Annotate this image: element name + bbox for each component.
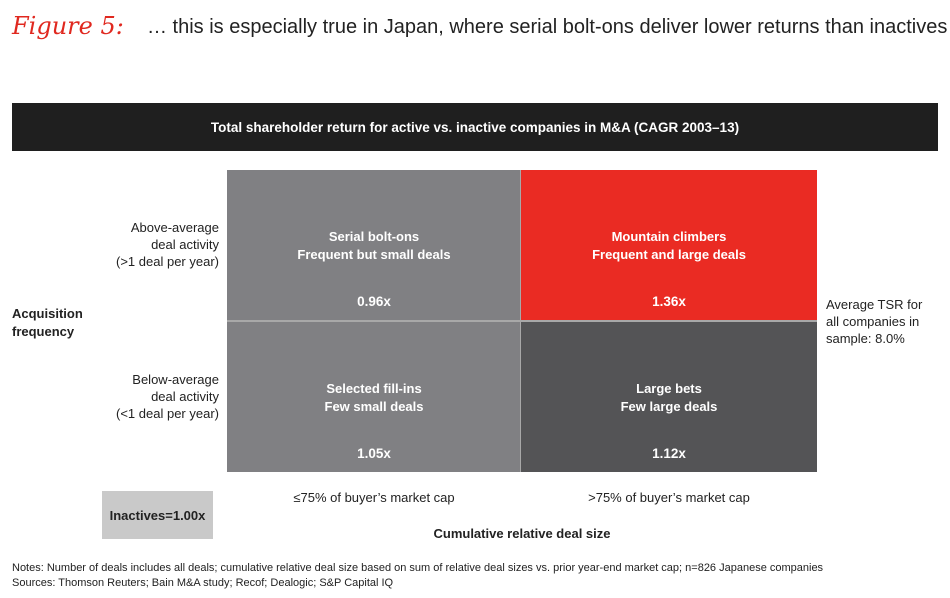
- quadrant-large-bets: Large bets Few large deals 1.12x: [521, 322, 817, 472]
- row-label-line: (>1 deal per year): [116, 254, 219, 269]
- quadrant-description: Frequent and large deals: [592, 247, 746, 262]
- quadrant-divider-vertical: [520, 170, 521, 472]
- row-label-above-average: Above-average deal activity (>1 deal per…: [14, 219, 219, 270]
- inactives-box: Inactives=1.00x: [102, 491, 213, 539]
- quadrant-name: Mountain climbers: [611, 229, 727, 244]
- row-label-below-average: Below-average deal activity (<1 deal per…: [14, 371, 219, 422]
- quadrant-value: 1.36x: [652, 294, 686, 309]
- quadrant-description: Few small deals: [324, 399, 424, 414]
- row-label-line: (<1 deal per year): [116, 406, 219, 421]
- quadrant-value: 0.96x: [357, 294, 391, 309]
- average-tsr-line: all companies in: [826, 314, 920, 329]
- quadrant-value: 1.05x: [357, 446, 391, 461]
- quadrant-serial-bolt-ons: Serial bolt-ons Frequent but small deals…: [227, 170, 521, 320]
- quadrant-name: Large bets: [636, 381, 702, 396]
- quadrant-description: Frequent but small deals: [297, 247, 451, 262]
- average-tsr-line: sample: 8.0%: [826, 331, 905, 346]
- column-label-small-deals: ≤75% of buyer’s market cap: [293, 490, 455, 505]
- y-axis-title-line: Acquisition: [12, 306, 83, 321]
- y-axis-title: Acquisition frequency: [12, 305, 83, 341]
- y-axis-title-line: frequency: [12, 324, 75, 339]
- row-label-line: Above-average: [130, 220, 219, 235]
- row-label-line: deal activity: [151, 389, 219, 404]
- row-label-line: deal activity: [151, 237, 219, 252]
- chart-header-text: Total shareholder return for active vs. …: [210, 119, 740, 135]
- sources-line: Sources: Thomson Reuters; Bain M&A study…: [12, 577, 394, 589]
- notes-line: Notes: Number of deals includes all deal…: [12, 562, 824, 574]
- column-label-large-deals: >75% of buyer’s market cap: [588, 490, 750, 505]
- inactives-label: Inactives=1.00x: [109, 507, 206, 523]
- row-label-line: Below-average: [132, 372, 219, 387]
- quadrant-name: Selected fill-ins: [326, 381, 422, 396]
- chart-header: Total shareholder return for active vs. …: [12, 103, 938, 151]
- x-axis-title: Cumulative relative deal size: [433, 526, 611, 541]
- quadrant-mountain-climbers: Mountain climbers Frequent and large dea…: [521, 170, 817, 320]
- quadrant-divider-horizontal: [227, 320, 817, 322]
- quadrant-name: Serial bolt-ons: [328, 229, 420, 244]
- quadrant-selected-fill-ins: Selected fill-ins Few small deals 1.05x: [227, 322, 521, 472]
- figure-title: … this is especially true in Japan, wher…: [147, 16, 948, 38]
- average-tsr-note: Average TSR for all companies in sample:…: [826, 296, 941, 347]
- figure-label: Figure 5:: [12, 12, 124, 40]
- footnotes: Notes: Number of deals includes all deal…: [12, 561, 823, 591]
- average-tsr-line: Average TSR for: [826, 297, 923, 312]
- quadrant-description: Few large deals: [620, 399, 718, 414]
- quadrant-value: 1.12x: [652, 446, 686, 461]
